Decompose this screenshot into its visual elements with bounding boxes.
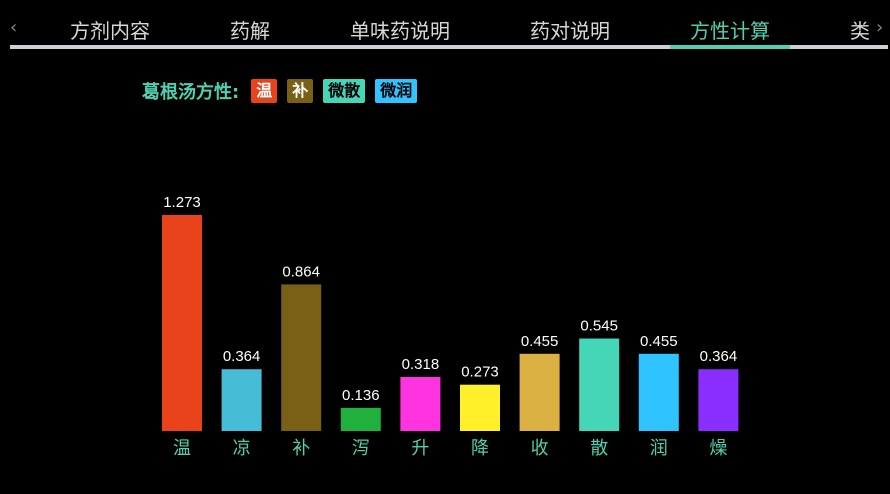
bar-6 <box>519 353 560 431</box>
category-label: 温 <box>173 438 191 459</box>
tab-herb-pair-notes[interactable]: 药对说明 <box>530 19 610 43</box>
bar-value-label: 1.273 <box>163 194 201 211</box>
bar-value-label: 0.864 <box>282 263 320 280</box>
bar-9 <box>698 369 739 431</box>
tab-herb-explanation[interactable]: 药解 <box>230 19 270 43</box>
tab-rail <box>10 45 888 49</box>
formula-nature-header: 葛根汤方性: 温 补 微散 微润 <box>142 78 418 104</box>
category-label: 润 <box>650 438 668 459</box>
tab-bar: ‹ 方剂内容 药解 单味药说明 药对说明 方性计算 类 › <box>0 0 890 50</box>
category-label: 燥 <box>709 438 727 459</box>
category-label: 泻 <box>352 438 370 459</box>
bar-8 <box>638 353 679 431</box>
category-label: 降 <box>471 438 489 459</box>
nature-tag-slightly-disperse: 微散 <box>323 79 366 103</box>
bar-value-label: 0.364 <box>223 348 261 365</box>
bar-2 <box>281 284 322 431</box>
bar-3 <box>340 407 381 431</box>
category-label: 升 <box>411 438 429 459</box>
bar-value-label: 0.545 <box>580 318 618 335</box>
tab-category[interactable]: 类 <box>850 19 870 43</box>
category-label: 凉 <box>233 438 251 459</box>
chevron-left-icon[interactable]: ‹ <box>10 17 18 38</box>
category-label: 补 <box>292 438 310 459</box>
bar-value-label: 0.136 <box>342 387 380 404</box>
nature-tag-warm: 温 <box>251 79 278 103</box>
tab-single-herb-notes[interactable]: 单味药说明 <box>350 19 450 43</box>
active-tab-indicator <box>670 45 790 49</box>
bar-value-label: 0.318 <box>402 356 440 373</box>
bar-value-label: 0.364 <box>700 348 738 365</box>
chevron-right-icon[interactable]: › <box>876 17 884 38</box>
category-label: 散 <box>590 438 608 459</box>
bar-0 <box>162 215 202 431</box>
bar-7 <box>579 338 620 431</box>
category-label: 收 <box>531 438 549 459</box>
bar-value-label: 0.455 <box>640 333 678 350</box>
bar-4 <box>400 377 441 431</box>
bar-value-label: 0.273 <box>461 364 499 381</box>
nature-tag-tonify: 补 <box>287 79 314 103</box>
tab-formula-nature-calc[interactable]: 方性计算 <box>690 19 770 43</box>
bar-value-label: 0.455 <box>521 333 559 350</box>
bar-5 <box>460 384 500 431</box>
nature-tag-slightly-moisten: 微润 <box>375 79 418 103</box>
formula-nature-label: 葛根汤方性: <box>142 82 240 103</box>
tab-formula-content[interactable]: 方剂内容 <box>70 19 150 43</box>
bar-1 <box>221 369 262 431</box>
